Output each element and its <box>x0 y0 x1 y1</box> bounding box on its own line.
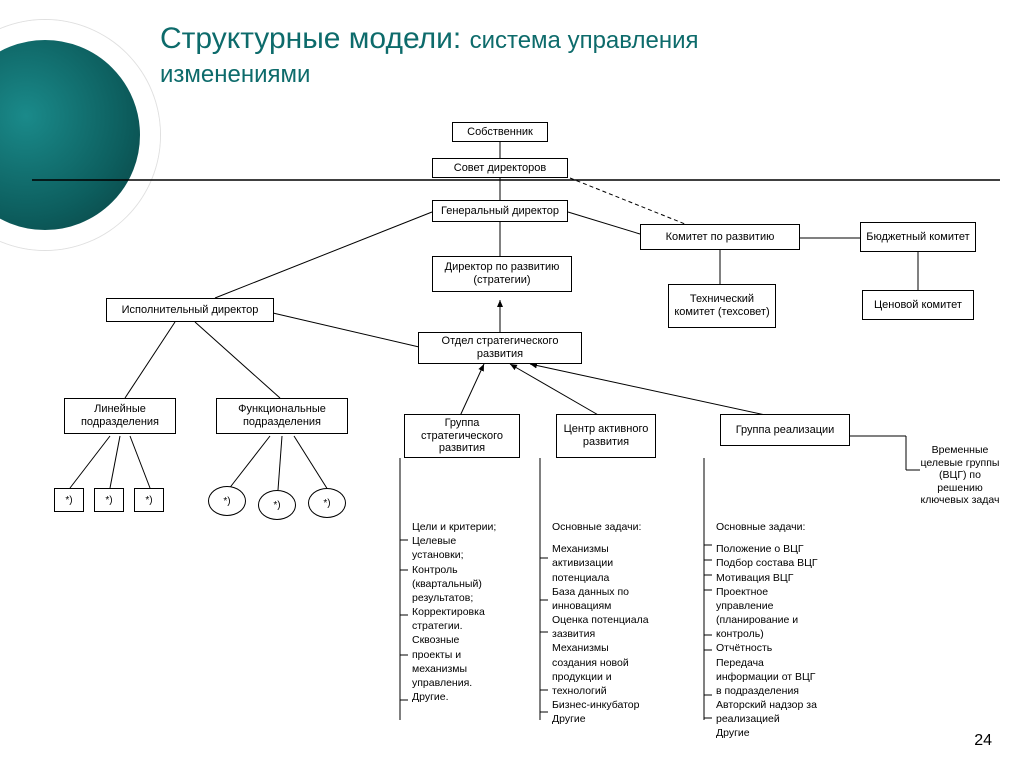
node-ceo: Генеральный директор <box>432 200 568 222</box>
node-price-committee: Ценовой комитет <box>862 290 974 320</box>
title-sub1: система управления <box>470 27 699 54</box>
star-box-1: *) <box>54 488 84 512</box>
title-sub2: изменениями <box>160 61 310 88</box>
col1-body: Целевые установки; Контроль (квартальный… <box>412 534 532 704</box>
col1-title: Цели и критерии; <box>412 520 532 534</box>
node-line-units: Линейные подразделения <box>64 398 176 434</box>
node-board: Совет директоров <box>432 158 568 178</box>
star-box-3: *) <box>134 488 164 512</box>
node-dev-director: Директор по развитию (стратегии) <box>432 256 572 292</box>
star-oval-1: *) <box>208 486 246 516</box>
slide-title: Структурные модели: система управления и… <box>160 22 698 90</box>
page-number: 24 <box>974 732 992 750</box>
node-active-center: Центр активного развития <box>556 414 656 458</box>
star-oval-3: *) <box>308 488 346 518</box>
slide-root: Структурные модели: система управления и… <box>0 0 1024 768</box>
col3-title: Основные задачи: <box>716 520 888 534</box>
node-impl-group: Группа реализации <box>720 414 850 446</box>
col2-title: Основные задачи: <box>552 520 700 534</box>
side-text: Временные целевые группы (ВЦГ) по решени… <box>918 444 1002 507</box>
node-strategy-dept: Отдел стратегического развития <box>418 332 582 364</box>
node-dev-committee: Комитет по развитию <box>640 224 800 250</box>
star-oval-2: *) <box>258 490 296 520</box>
decor-circle <box>0 20 160 250</box>
node-func-units: Функциональные подразделения <box>216 398 348 434</box>
node-tech-committee: Технический комитет (техсовет) <box>668 284 776 328</box>
title-main: Структурные модели: <box>160 22 461 55</box>
node-strategy-group: Группа стратегического развития <box>404 414 520 458</box>
col2-body: Механизмы активизации потенциала База да… <box>552 542 700 726</box>
star-box-2: *) <box>94 488 124 512</box>
node-exec-director: Исполнительный директор <box>106 298 274 322</box>
col3-body: Положение о ВЦГ Подбор состава ВЦГ Мотив… <box>716 542 888 740</box>
node-budget-committee: Бюджетный комитет <box>860 222 976 252</box>
node-owner: Собственник <box>452 122 548 142</box>
